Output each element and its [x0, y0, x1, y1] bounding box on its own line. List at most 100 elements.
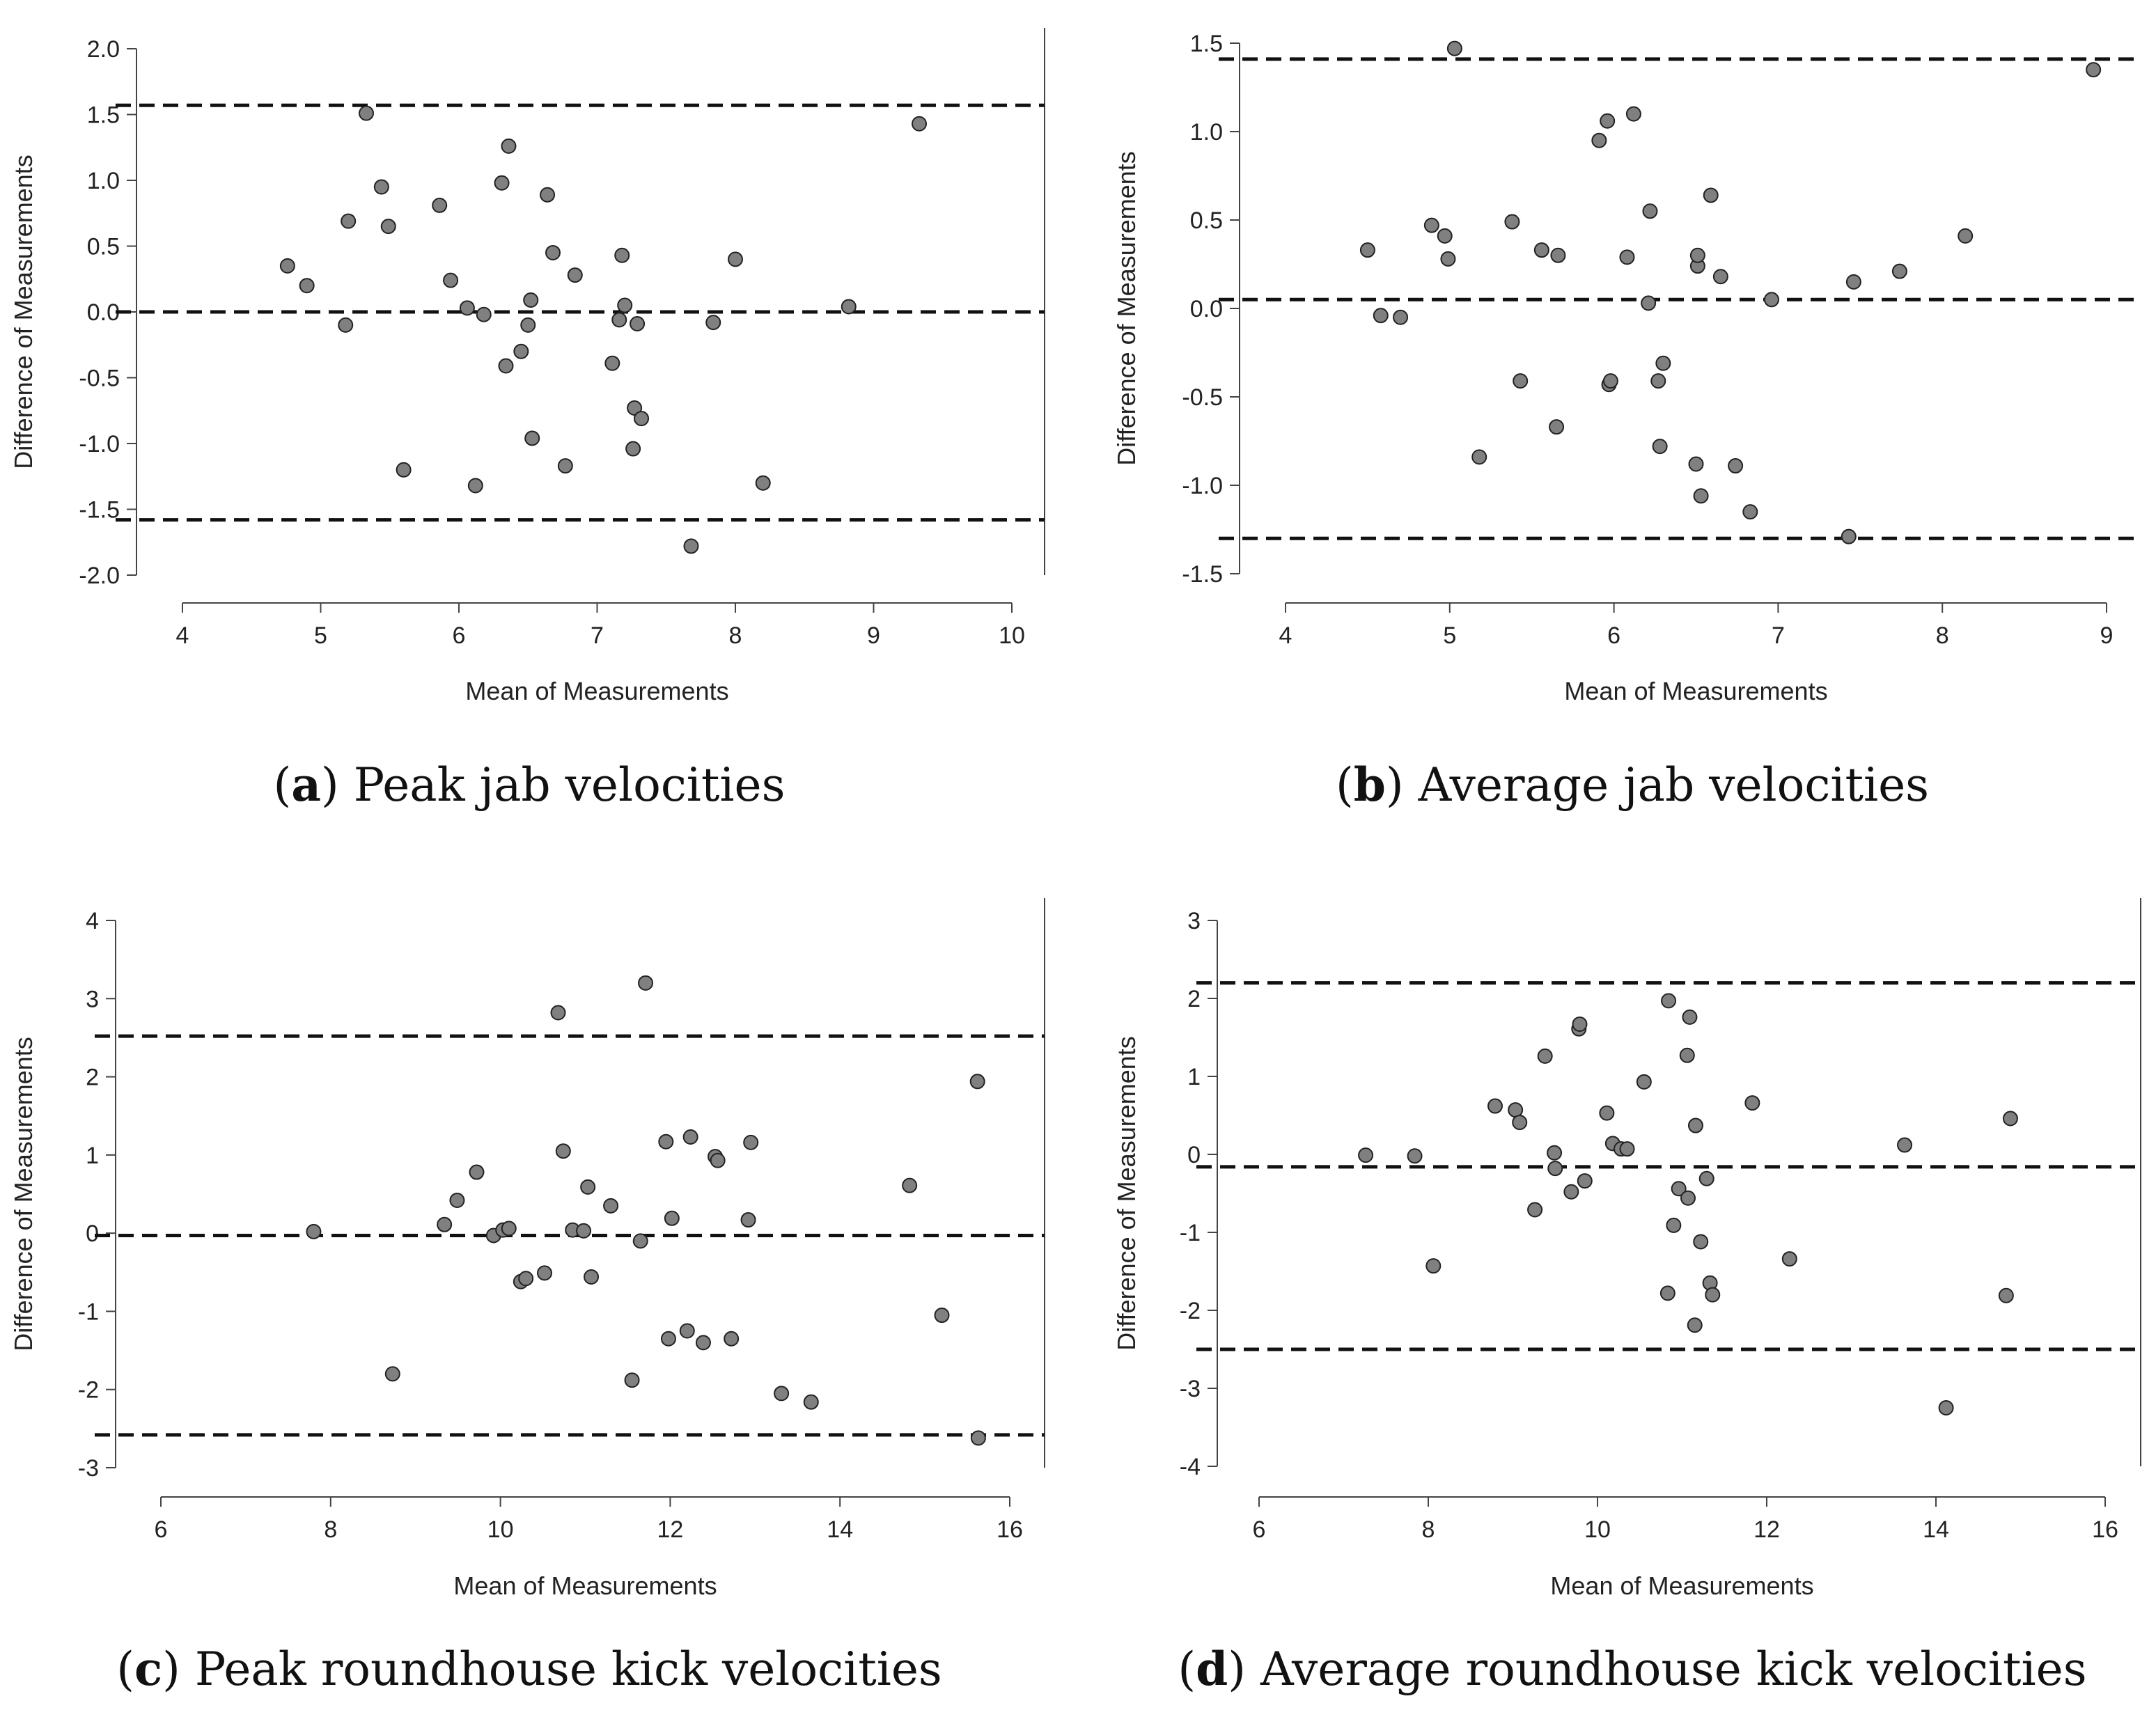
data-point	[306, 1223, 322, 1239]
data-point	[614, 247, 630, 263]
y-tick-label: -2	[1180, 1298, 1201, 1324]
data-point	[1659, 1285, 1675, 1301]
x-tick-label: 7	[591, 622, 604, 649]
y-tick-label: 3	[86, 986, 99, 1012]
data-point	[498, 358, 514, 374]
data-point	[432, 197, 448, 213]
data-point	[1998, 1287, 2014, 1303]
data-point	[501, 1221, 517, 1237]
data-point	[1602, 373, 1618, 389]
data-point	[1636, 1074, 1652, 1090]
data-point	[299, 278, 315, 294]
data-point	[1845, 274, 1861, 290]
data-point	[341, 213, 357, 229]
y-axis-label: Difference of Measurements	[1112, 1036, 1141, 1351]
x-tick-label: 9	[2100, 622, 2114, 649]
data-point	[611, 312, 627, 328]
y-tick-label: -3	[78, 1455, 99, 1482]
data-point	[1591, 132, 1607, 148]
y-tick-label: 0.5	[87, 234, 120, 260]
data-point	[970, 1430, 986, 1446]
data-point	[1763, 292, 1779, 308]
data-point	[2002, 1111, 2018, 1127]
caption-a: (a) Peak jab velocities	[274, 758, 786, 812]
data-point	[1679, 1047, 1695, 1063]
y-tick-label: 0.0	[1190, 296, 1223, 322]
data-point	[443, 272, 459, 288]
data-point	[1650, 373, 1666, 389]
data-point	[1712, 269, 1728, 285]
y-tick-label: 0	[1187, 1142, 1201, 1168]
y-tick-label: 0.0	[87, 299, 120, 326]
data-point	[841, 299, 857, 315]
data-point	[1682, 1009, 1698, 1025]
data-point	[1680, 1190, 1696, 1206]
panel-a-peak-jab: -2.0 -1.5 -1.0 -0.5 0.0 0.5 1.0 1.5 2.0 4 5 6 7 8 9 10 M…	[9, 28, 1045, 705]
y-tick-label: -1.0	[79, 431, 120, 457]
caption-d: (d) Average roundhouse kick velocities	[1178, 1642, 2086, 1696]
data-point	[1698, 1170, 1714, 1186]
data-point	[584, 1269, 600, 1285]
y-tick-label: 1.5	[87, 102, 120, 129]
data-point	[634, 411, 650, 427]
data-point	[1550, 247, 1566, 263]
x-tick-label: 14	[827, 1516, 853, 1543]
data-point	[1687, 1317, 1703, 1333]
data-point	[1652, 439, 1668, 455]
data-point	[536, 1265, 552, 1281]
y-tick-label: 0.5	[1190, 207, 1223, 234]
data-point	[1642, 203, 1658, 219]
data-point	[518, 1271, 534, 1287]
data-point	[1641, 295, 1657, 311]
data-point	[380, 219, 396, 235]
y-tick-label: 2.0	[87, 36, 120, 63]
data-point	[1471, 449, 1487, 465]
data-point	[580, 1179, 596, 1195]
data-point	[1547, 1161, 1563, 1177]
data-point	[501, 138, 517, 154]
x-tick-label: 12	[657, 1516, 683, 1543]
data-point	[476, 306, 492, 322]
x-tick-label: 12	[1753, 1516, 1780, 1543]
x-tick-label: 8	[1936, 622, 1949, 649]
data-point	[658, 1134, 674, 1150]
panel-b-average-jab: -1.5 -1.0 -0.5 0.0 0.5 1.0 1.5 4 5 6 7 8 9 Mean of Me…	[1112, 31, 2141, 705]
y-tick-label: -4	[1180, 1454, 1201, 1480]
data-point	[1958, 228, 1974, 244]
data-point	[1549, 419, 1565, 435]
data-point	[1938, 1400, 1954, 1415]
data-point	[1687, 1117, 1703, 1134]
y-tick-label: -1.5	[79, 497, 120, 524]
x-tick-label: 10	[1584, 1516, 1611, 1543]
data-point	[755, 475, 771, 491]
data-point	[1742, 504, 1758, 520]
data-point	[338, 317, 354, 333]
x-tick-label: 10	[487, 1516, 514, 1543]
data-point	[384, 1366, 400, 1382]
y-tick-label: 2	[1187, 986, 1201, 1012]
data-point	[969, 1074, 985, 1090]
data-point	[603, 1198, 619, 1214]
y-tick-label: -1	[1180, 1220, 1201, 1246]
data-point	[1487, 1098, 1503, 1114]
x-tick-label: 6	[155, 1516, 168, 1543]
data-point	[710, 1152, 726, 1168]
data-point	[604, 355, 620, 371]
data-point	[545, 244, 561, 260]
data-point	[1728, 458, 1744, 474]
caption-c: (c) Peak roundhouse kick velocities	[116, 1642, 942, 1696]
y-tick-label: -2.0	[79, 563, 120, 589]
data-point	[576, 1223, 592, 1239]
data-point	[523, 292, 539, 308]
data-point	[728, 251, 743, 267]
data-point	[1359, 242, 1375, 258]
data-point	[695, 1335, 711, 1351]
x-axis-label: Mean of Measurements	[1564, 677, 1827, 705]
y-tick-label: 2	[86, 1065, 99, 1091]
data-point	[469, 1164, 485, 1180]
x-tick-label: 9	[867, 622, 880, 649]
x-tick-label: 5	[1443, 622, 1456, 649]
data-point	[1537, 1048, 1553, 1064]
y-tick-label: 4	[86, 908, 99, 934]
